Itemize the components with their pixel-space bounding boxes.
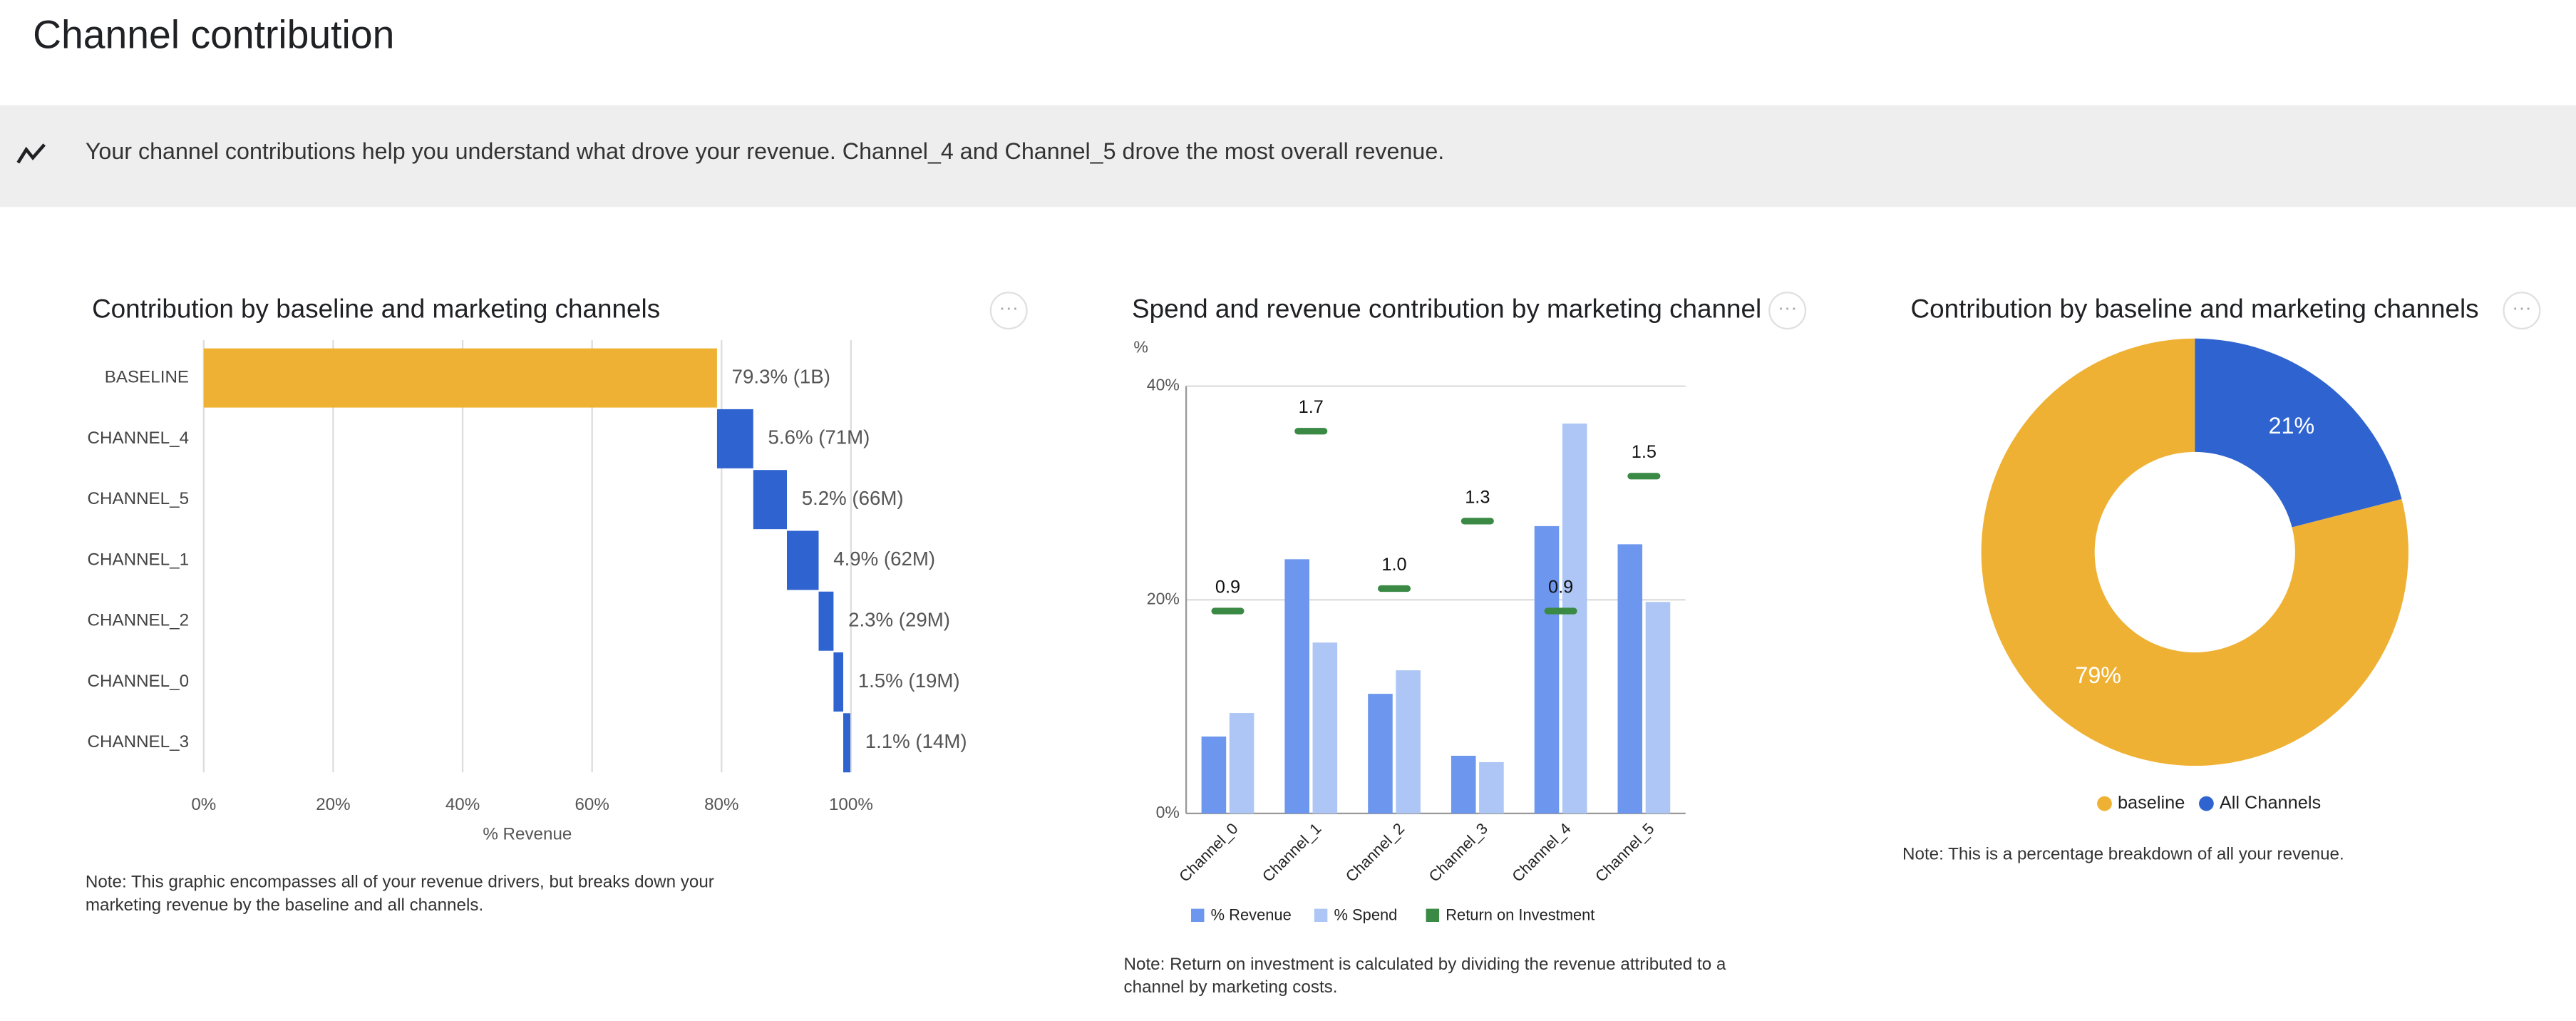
legend-label: % Spend	[1334, 906, 1398, 924]
x-tick-label: 40%	[445, 795, 480, 814]
legend-swatch	[1426, 908, 1440, 923]
legend-swatch	[2097, 796, 2112, 811]
bar	[1368, 694, 1393, 814]
more-button[interactable]: ···	[989, 292, 1028, 330]
category-label: CHANNEL_3	[88, 732, 190, 751]
value-label: 1.1% (14M)	[865, 730, 967, 752]
donut-slice	[1981, 338, 2408, 766]
slice-label: 79%	[2075, 662, 2121, 688]
bar	[1534, 525, 1560, 814]
svg-text:···: ···	[999, 297, 1019, 319]
value-label: 0.9	[1215, 577, 1240, 597]
bar	[818, 591, 834, 651]
x-tick-label: Channel_4	[1508, 819, 1575, 886]
svg-text:···: ···	[1778, 297, 1798, 319]
x-tick-label: Channel_5	[1592, 819, 1658, 886]
page-title: Channel contribution	[33, 13, 394, 57]
banner-text: Your channel contributions help you unde…	[86, 138, 1444, 164]
legend-swatch	[1191, 908, 1205, 923]
note: Note: This is a percentage breakdown of …	[1902, 844, 2344, 865]
note-text: Note: Return on investment is calculated…	[1123, 955, 1726, 998]
y-tick-label: 40%	[1147, 376, 1180, 394]
x-tick-label: 60%	[575, 795, 609, 814]
value-label: 5.2% (66M)	[802, 487, 904, 509]
chart-title: Spend and revenue contribution by market…	[1132, 294, 1761, 323]
value-label: 0.9	[1548, 577, 1573, 597]
category-label: CHANNEL_4	[88, 429, 190, 448]
bar	[716, 409, 753, 468]
y-axis-unit: %	[1133, 338, 1148, 356]
bar	[787, 530, 819, 590]
note: Note: Return on investment is calculated…	[1123, 955, 1726, 998]
chart-title: Contribution by baseline and marketing c…	[92, 294, 660, 323]
donut-slice	[2195, 338, 2402, 528]
note-text: Note: This graphic encompasses all of yo…	[85, 872, 714, 915]
bar	[1645, 602, 1671, 814]
bar	[833, 652, 844, 712]
legend-label: Return on Investment	[1446, 906, 1594, 924]
note: Note: This graphic encompasses all of yo…	[85, 872, 714, 915]
bar	[753, 470, 788, 530]
legend-label: % Revenue	[1211, 906, 1292, 924]
bar	[1479, 761, 1504, 814]
legend-swatch	[1314, 908, 1328, 923]
category-label: CHANNEL_5	[88, 489, 190, 508]
more-button[interactable]: ···	[2503, 292, 2541, 330]
bar	[203, 348, 717, 408]
more-button[interactable]: ···	[1768, 292, 1807, 330]
insight-icon	[16, 143, 46, 164]
category-label: CHANNEL_1	[88, 550, 190, 569]
category-label: CHANNEL_0	[88, 672, 190, 691]
legend-label: All Channels	[2220, 793, 2321, 813]
bar	[843, 713, 851, 773]
svg-text:···: ···	[2512, 297, 2532, 319]
legend-label: baseline	[2118, 793, 2185, 813]
x-tick-label: 20%	[316, 795, 350, 814]
value-label: 79.3% (1B)	[732, 365, 830, 387]
bar	[1396, 670, 1421, 814]
x-tick-label: Channel_3	[1425, 819, 1491, 886]
value-label: 5.6% (71M)	[768, 426, 870, 448]
bar	[1201, 737, 1227, 814]
x-tick-label: Channel_0	[1175, 819, 1242, 886]
y-tick-label: 0%	[1156, 803, 1180, 821]
value-label: 1.5% (19M)	[858, 669, 960, 692]
value-label: 4.9% (62M)	[833, 548, 935, 570]
x-tick-label: 0%	[191, 795, 216, 814]
category-label: BASELINE	[105, 368, 189, 387]
value-label: 1.0	[1381, 555, 1406, 575]
slice-label: 21%	[2269, 413, 2315, 438]
x-tick-label: 80%	[704, 795, 738, 814]
x-tick-label: Channel_2	[1342, 819, 1408, 886]
note-text: Note: This is a percentage breakdown of …	[1902, 844, 2344, 865]
category-label: CHANNEL_2	[88, 611, 190, 630]
chart-title: Contribution by baseline and marketing c…	[1911, 294, 2479, 323]
bar	[1562, 424, 1587, 814]
value-label: 1.7	[1299, 397, 1324, 417]
value-label: 2.3% (29M)	[848, 609, 950, 631]
bar	[1312, 642, 1338, 814]
value-label: 1.5	[1632, 442, 1657, 462]
x-axis-label: % Revenue	[483, 824, 572, 843]
x-tick-label: 100%	[829, 795, 873, 814]
bar	[1284, 559, 1309, 814]
bar	[1617, 544, 1643, 814]
legend-swatch	[2199, 796, 2214, 811]
bar	[1229, 713, 1254, 814]
y-tick-label: 20%	[1147, 589, 1180, 607]
x-tick-label: Channel_1	[1259, 819, 1325, 886]
value-label: 1.3	[1465, 487, 1490, 507]
banner	[0, 105, 2576, 207]
bar	[1451, 755, 1476, 814]
